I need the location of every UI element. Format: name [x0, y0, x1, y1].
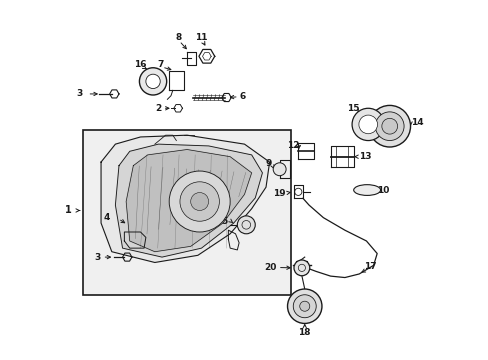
- Polygon shape: [126, 149, 251, 252]
- Text: 6: 6: [239, 92, 245, 101]
- Text: 4: 4: [103, 213, 109, 222]
- Polygon shape: [115, 144, 262, 257]
- Circle shape: [381, 118, 397, 134]
- Circle shape: [358, 115, 377, 134]
- Text: 17: 17: [363, 262, 375, 271]
- Circle shape: [237, 216, 255, 234]
- Text: 11: 11: [195, 33, 207, 42]
- Text: 9: 9: [264, 159, 271, 168]
- Circle shape: [169, 171, 230, 232]
- Circle shape: [145, 74, 160, 89]
- Polygon shape: [101, 135, 269, 262]
- Text: 3: 3: [94, 253, 101, 262]
- Text: 12: 12: [286, 141, 299, 150]
- Circle shape: [273, 163, 285, 176]
- Text: 7: 7: [157, 60, 163, 69]
- Circle shape: [180, 182, 219, 221]
- Bar: [83, 130, 290, 295]
- Text: 14: 14: [410, 118, 423, 127]
- Text: 18: 18: [298, 328, 310, 337]
- Text: 5: 5: [221, 217, 227, 226]
- Text: 8: 8: [175, 33, 181, 42]
- Text: 16: 16: [134, 60, 146, 69]
- Circle shape: [287, 289, 321, 323]
- Text: 1: 1: [65, 206, 72, 216]
- Circle shape: [351, 108, 384, 140]
- Circle shape: [190, 193, 208, 211]
- Circle shape: [299, 301, 309, 311]
- Circle shape: [375, 112, 403, 140]
- Text: 2: 2: [155, 104, 161, 113]
- Circle shape: [293, 295, 316, 318]
- Circle shape: [293, 260, 309, 276]
- Text: 19: 19: [273, 189, 285, 198]
- Circle shape: [139, 68, 166, 95]
- Text: 13: 13: [358, 152, 370, 161]
- Text: 20: 20: [264, 263, 276, 272]
- Ellipse shape: [353, 185, 380, 195]
- Text: 10: 10: [376, 185, 389, 194]
- Text: 3: 3: [76, 89, 82, 98]
- Text: 15: 15: [346, 104, 359, 113]
- Circle shape: [368, 105, 410, 147]
